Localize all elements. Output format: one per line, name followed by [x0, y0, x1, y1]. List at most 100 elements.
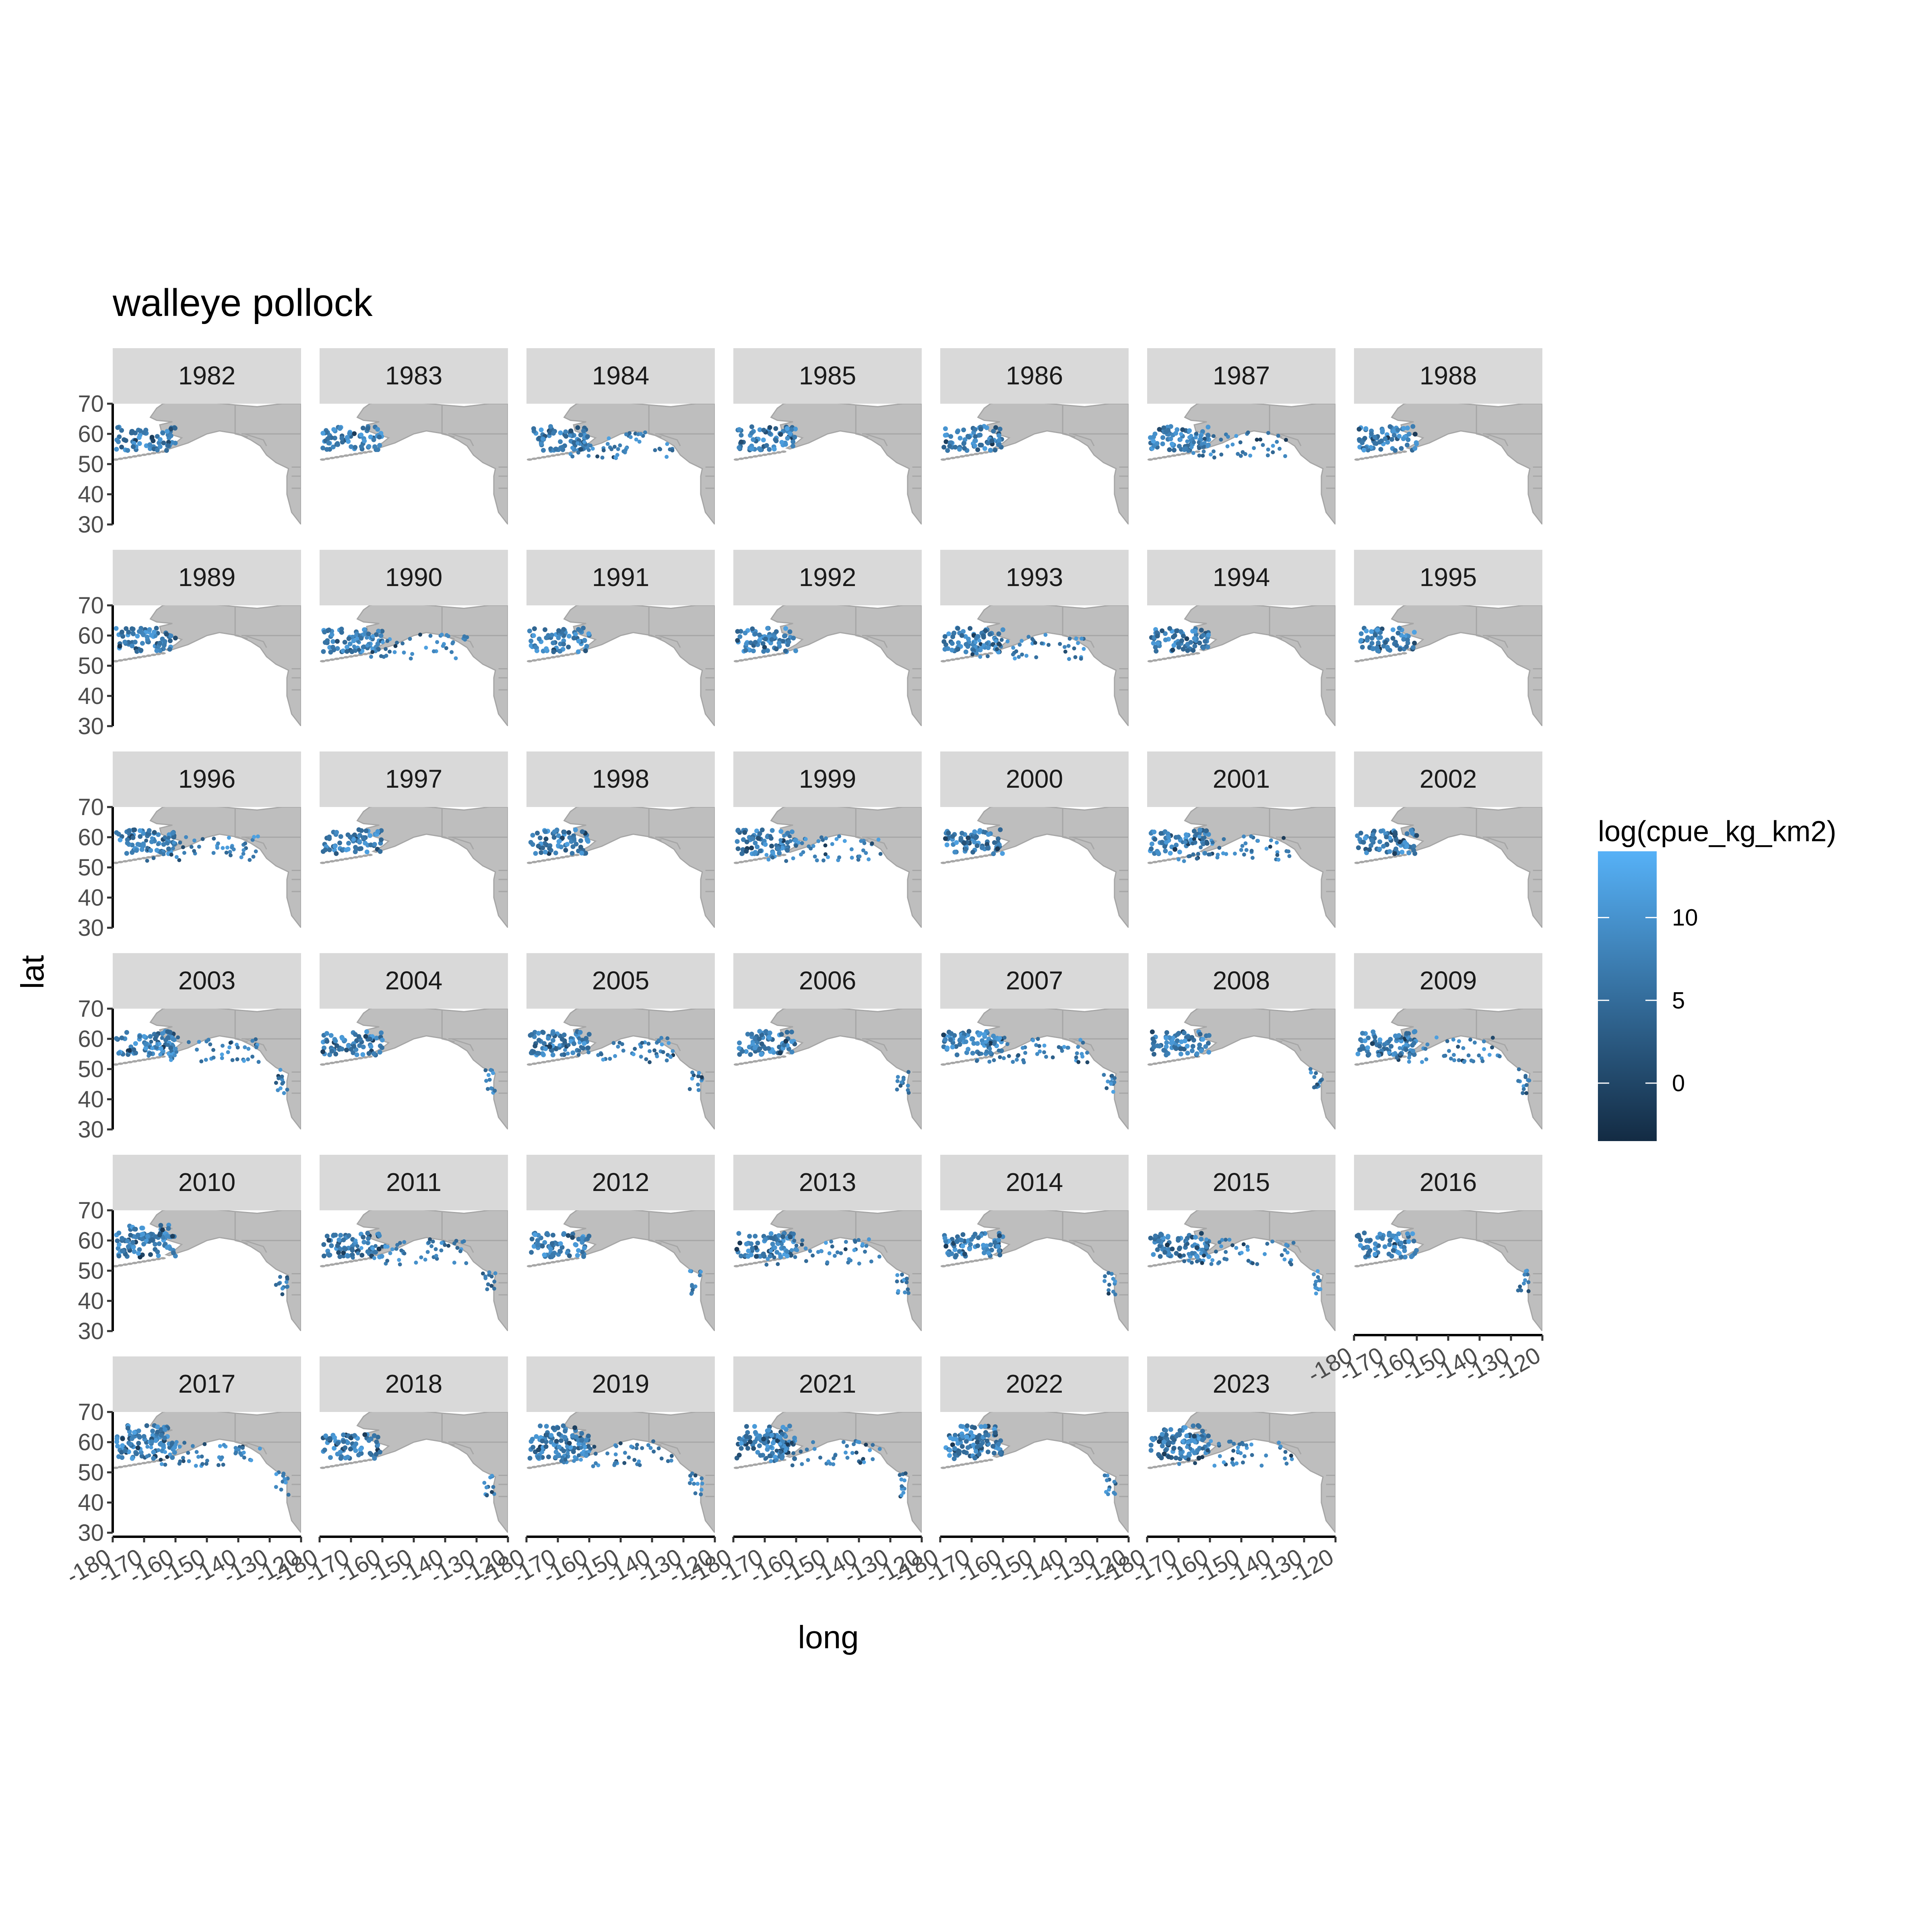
data-point: [1245, 1245, 1250, 1249]
data-point: [242, 848, 246, 852]
data-point: [545, 1231, 550, 1236]
data-point: [145, 1454, 149, 1459]
data-point: [1209, 1262, 1214, 1266]
data-point: [567, 835, 572, 840]
island: [536, 1465, 542, 1468]
data-point: [206, 1038, 211, 1042]
data-point: [1187, 1252, 1191, 1256]
border-line: [1072, 635, 1095, 648]
facet-strip-label: 1994: [1213, 563, 1270, 592]
island: [743, 860, 749, 863]
data-point: [397, 1258, 401, 1262]
island: [324, 457, 330, 460]
island: [1397, 451, 1403, 454]
data-point: [242, 1450, 246, 1455]
data-point: [366, 1236, 371, 1241]
border-line: [441, 1212, 455, 1244]
border-line: [1476, 808, 1489, 841]
data-point: [369, 654, 374, 659]
data-point: [1275, 840, 1279, 845]
data-point: [1109, 1271, 1114, 1276]
data-point: [1387, 1039, 1391, 1044]
data-point: [558, 431, 563, 436]
data-point: [1401, 637, 1406, 642]
data-point: [444, 633, 449, 637]
island: [136, 1059, 142, 1062]
data-point: [484, 1079, 488, 1083]
data-point: [783, 1038, 788, 1044]
data-point: [402, 1251, 407, 1256]
data-point: [393, 644, 398, 648]
data-point: [1219, 452, 1224, 457]
data-point: [1356, 427, 1362, 432]
island: [118, 1466, 124, 1468]
data-point: [1011, 652, 1015, 656]
data-point: [483, 1274, 488, 1279]
data-point: [115, 425, 120, 430]
data-point: [971, 1041, 976, 1046]
data-point: [157, 640, 163, 646]
data-point: [546, 633, 551, 638]
data-point: [857, 1238, 861, 1242]
data-point: [1215, 855, 1220, 860]
border-line: [441, 405, 455, 438]
data-point: [228, 1040, 233, 1045]
data-point: [162, 1427, 167, 1432]
data-point: [372, 842, 377, 847]
data-point: [171, 846, 175, 850]
data-point: [159, 1427, 164, 1432]
data-point: [151, 1456, 156, 1461]
data-point: [1383, 640, 1388, 645]
data-point: [388, 1251, 392, 1255]
data-point: [986, 832, 991, 837]
data-point: [124, 626, 129, 631]
data-point: [995, 846, 1000, 852]
data-point: [757, 1036, 762, 1042]
data-point: [747, 1439, 753, 1445]
data-point: [366, 1051, 372, 1056]
data-point: [1412, 640, 1417, 646]
data-point: [147, 828, 152, 833]
facet-panel: 2016: [1354, 1155, 1542, 1331]
data-point: [631, 1052, 636, 1057]
data-point: [279, 1487, 283, 1492]
data-point: [357, 1043, 362, 1048]
data-point: [1193, 629, 1198, 634]
data-point: [329, 1243, 334, 1248]
data-point: [1387, 1051, 1391, 1055]
data-point: [1410, 1048, 1416, 1053]
facet-strip-label: 2000: [1006, 764, 1063, 793]
data-point: [991, 429, 996, 434]
island: [536, 1263, 542, 1266]
island: [1354, 660, 1360, 663]
data-point: [324, 1039, 330, 1044]
facet-panel: 2009: [1354, 953, 1542, 1129]
data-point: [579, 1446, 583, 1450]
data-point: [1466, 1053, 1471, 1058]
data-point: [361, 836, 366, 842]
data-point: [427, 1240, 431, 1245]
data-point: [646, 1042, 651, 1046]
data-point: [1312, 1075, 1317, 1079]
facet-strip: [526, 751, 715, 807]
border-line: [1486, 433, 1509, 446]
data-point: [537, 1038, 542, 1043]
data-point: [972, 443, 977, 448]
data-point: [786, 639, 791, 644]
island: [1383, 655, 1388, 658]
map-layer: [1354, 404, 1542, 524]
border-line: [1072, 836, 1095, 850]
data-point: [1376, 640, 1381, 646]
data-point: [169, 1058, 173, 1062]
island: [1368, 657, 1374, 660]
facet-strip-label: 1989: [178, 563, 235, 592]
data-point: [141, 1241, 147, 1247]
data-point: [557, 648, 562, 654]
data-point: [282, 1091, 286, 1095]
data-point: [1264, 846, 1269, 851]
island: [334, 1061, 340, 1063]
data-point: [772, 446, 777, 452]
data-point: [764, 853, 769, 857]
data-point: [959, 633, 964, 638]
